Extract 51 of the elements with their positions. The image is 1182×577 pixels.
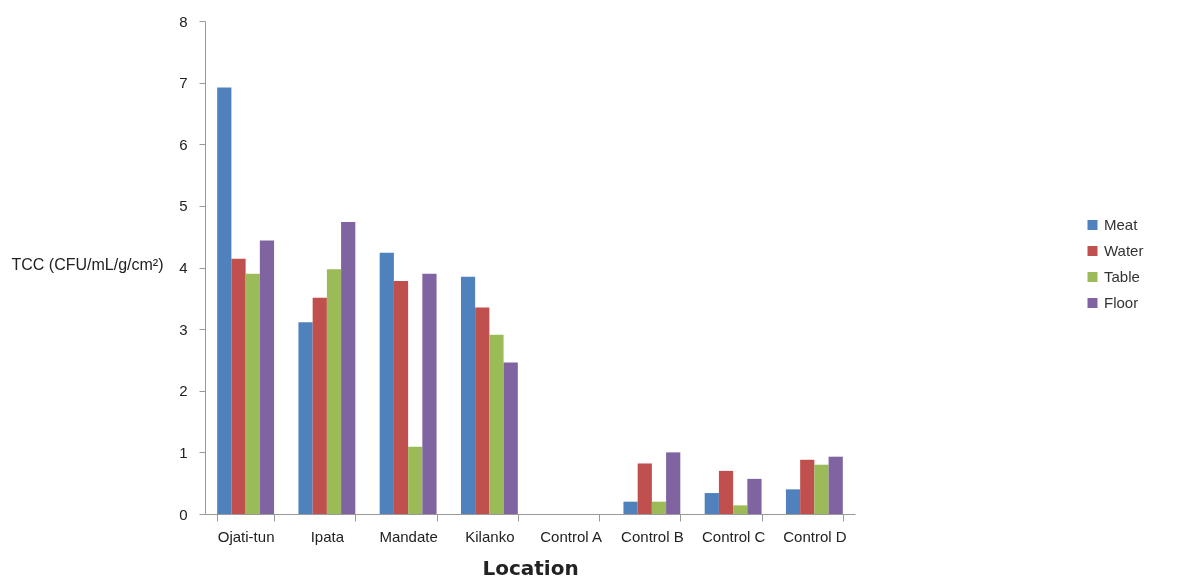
bar — [312, 297, 327, 514]
bar — [475, 307, 490, 514]
y-tick-label: 3 — [179, 320, 188, 338]
bar — [666, 452, 681, 514]
bar — [747, 478, 762, 514]
bar — [718, 470, 734, 514]
bar — [800, 459, 815, 514]
bar — [785, 489, 801, 514]
y-tick-label: 7 — [179, 74, 188, 92]
legend-label: Floor — [1104, 294, 1139, 311]
bar — [460, 276, 476, 514]
y-tick-label: 8 — [179, 12, 188, 30]
y-tick-label: 0 — [179, 505, 188, 523]
x-tick-label: Control B — [621, 527, 684, 545]
x-tick-label: Ojati-tun — [217, 527, 275, 545]
bar — [326, 269, 342, 514]
bar — [217, 87, 232, 514]
bar — [814, 464, 829, 514]
bar — [828, 456, 843, 514]
x-tick-label: Kilanko — [465, 527, 515, 545]
bar — [341, 221, 356, 514]
bar — [408, 446, 423, 514]
bar — [623, 501, 638, 514]
y-tick-label: 5 — [179, 197, 188, 215]
y-tick-label: 4 — [179, 259, 188, 276]
bar — [422, 273, 437, 514]
legend-label: Water — [1104, 242, 1144, 259]
x-tick-label: Ipata — [310, 527, 345, 545]
bar — [393, 281, 409, 514]
bar — [231, 258, 246, 514]
x-tick-label: Control D — [783, 527, 847, 545]
bar — [259, 240, 275, 514]
bar — [298, 322, 313, 514]
x-tick-label: Mandate — [379, 527, 438, 545]
bar — [489, 334, 504, 514]
legend-label: Meat — [1104, 216, 1139, 233]
bar — [651, 501, 667, 514]
y-tick-label: 2 — [179, 382, 188, 400]
bar — [245, 273, 260, 514]
bar — [503, 362, 518, 514]
bar — [733, 505, 748, 514]
bar — [704, 493, 719, 514]
y-tick-label: 6 — [179, 135, 188, 153]
x-tick-label: Control C — [701, 527, 766, 545]
legend-label: Table — [1104, 268, 1140, 285]
y-axis-title: TCC (CFU/mL/g/cm²) — [11, 256, 164, 273]
y-tick-label: 1 — [179, 443, 188, 461]
x-axis-title: Location — [482, 555, 579, 577]
bar — [379, 252, 394, 514]
bar — [637, 463, 652, 514]
x-tick-label: Control A — [540, 527, 602, 545]
